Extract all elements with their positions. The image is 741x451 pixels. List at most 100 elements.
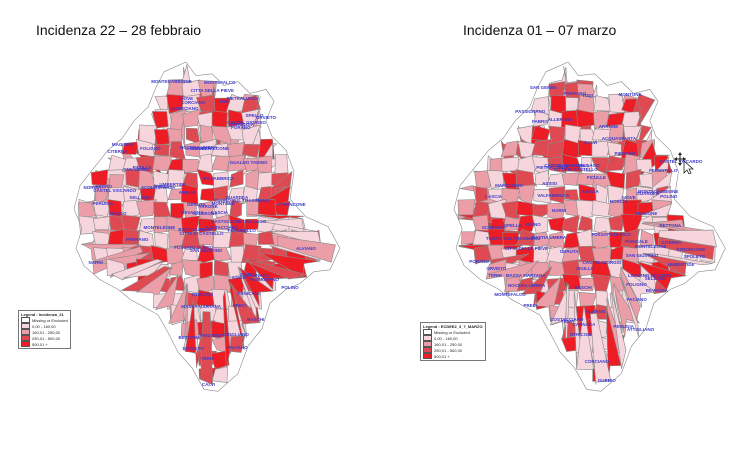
municipality-label: MONTONE: [211, 200, 235, 206]
municipality-label: CASTEL GIORGIO: [226, 120, 266, 126]
municipality-label: STRONCONE: [676, 246, 706, 252]
municipality-label: ATTIGLIANO: [221, 332, 249, 338]
municipality-label: BETTONA: [178, 334, 201, 340]
municipality-area: [238, 267, 274, 307]
municipality-label: SIGILLO: [576, 265, 595, 271]
municipality-label: FOLIGNO: [626, 282, 647, 288]
municipality-label: LISCIANO NICCONE: [185, 146, 230, 152]
municipality-label: ATTIGLIANO: [626, 326, 655, 332]
municipality-label: CITTA DI CASTELLO: [179, 230, 224, 236]
municipality-label: MAGIONE: [635, 210, 658, 216]
municipality-label: SAN GEMINI: [529, 84, 557, 90]
municipality-area: [592, 274, 611, 294]
municipality-area: [576, 304, 597, 385]
municipality-label: FERENTILLO: [649, 168, 678, 174]
municipality-area: [606, 141, 622, 157]
municipality-area: [642, 252, 713, 266]
municipality-label: CITTA DELLA PIEVE: [190, 88, 235, 94]
municipality-area: [618, 274, 639, 338]
municipality-label: SPOLETO: [683, 253, 706, 259]
municipality-label: TUORO SUL TRASIMENO: [485, 235, 541, 241]
municipality-area: [181, 79, 201, 99]
legend-row: 0,00 - 160,00: [21, 323, 68, 329]
legend-row: 160,01 - 250,00: [423, 341, 483, 347]
legend-label: 0,00 - 160,00: [434, 335, 458, 341]
municipality-area: [180, 183, 199, 205]
municipality-area: [229, 282, 261, 339]
municipality-label: MONTEFALCO: [494, 292, 526, 298]
municipality-label: OTRICOLI: [569, 331, 592, 337]
municipality-area: [516, 153, 538, 176]
municipality-area: [625, 168, 642, 190]
map-title-left: Incidenza 22 – 28 febbraio: [36, 22, 202, 38]
municipality-area: [227, 154, 246, 172]
municipality-label: SCHEGGIA: [229, 121, 254, 127]
municipality-area: [504, 276, 520, 293]
municipality-area: [181, 94, 202, 113]
municipality-label: PANICALE: [625, 238, 648, 244]
municipality-label: MONTELEONE: [143, 225, 176, 231]
municipality-area: [533, 109, 549, 127]
municipality-area: [531, 214, 549, 234]
municipality-area: [229, 335, 246, 353]
municipality-label: NORCIA: [609, 199, 628, 205]
municipality-label: TREVI: [560, 318, 575, 324]
municipality-area: [608, 214, 626, 232]
municipality-area: [516, 228, 536, 247]
municipality-area: [197, 80, 218, 98]
municipality-area: [577, 215, 593, 232]
municipality-area: [639, 229, 654, 248]
municipality-area: [152, 184, 169, 204]
region-border: [73, 61, 341, 392]
municipality-area: [276, 236, 336, 263]
municipality-area: [222, 290, 231, 370]
municipality-label: SAN GIUSTINO: [189, 247, 223, 253]
municipality-label: MASSA MARTANA: [505, 272, 546, 278]
municipality-label: FICULLE: [586, 174, 606, 180]
municipality-area: [501, 200, 521, 219]
municipality-area: [533, 189, 552, 204]
municipality-label: NOCERA UMBRA: [507, 283, 546, 289]
municipality-label: GUARDEA: [225, 194, 249, 200]
municipality-label: CITERNA: [107, 148, 128, 154]
municipality-label: OTRICOLI: [191, 292, 213, 298]
municipality-area: [500, 140, 519, 158]
map-title-right: Incidenza 01 – 07 marzo: [463, 22, 617, 38]
municipality-label: SELLANO: [129, 195, 151, 201]
municipality-label: LISCIANO NICCONE: [627, 272, 672, 278]
legend-row: 250,01 - 500,00: [423, 347, 483, 353]
municipality-label: PRECI: [232, 303, 247, 309]
municipality-area: [620, 266, 657, 308]
legend-label: 160,01 - 250,00: [32, 329, 61, 335]
legend-label: Missing or Excluded: [434, 329, 470, 335]
umbria-map-right: [453, 61, 726, 392]
municipality-area: [546, 173, 566, 187]
legend-row: Missing or Excluded: [21, 317, 68, 323]
municipality-label: MONTEGABBIONE: [637, 189, 679, 195]
legend-label: 500,01 +: [434, 353, 450, 359]
municipality-area: [153, 129, 170, 146]
municipality-label: SAN GIUSTINO: [625, 252, 659, 258]
municipality-area: [136, 199, 157, 218]
legend-swatch: [21, 323, 30, 329]
municipality-area: [547, 155, 567, 174]
municipality-label: FICULLE: [132, 164, 152, 170]
municipality-label: SPOLETO: [182, 345, 204, 351]
municipality-area: [213, 214, 230, 231]
municipality-area: [181, 259, 203, 278]
municipality-area: [211, 155, 231, 172]
municipality-area: [274, 200, 291, 216]
municipality-label: CASTIGLIONE DEL LAGO: [211, 219, 267, 225]
municipality-area: [243, 232, 260, 246]
municipality-label: ALVIANO: [296, 246, 316, 252]
legend-row: 250,01 - 500,00: [21, 335, 68, 341]
municipality-area: [120, 266, 174, 292]
legend-row: Missing or Excluded: [423, 329, 483, 335]
municipality-area: [229, 283, 245, 350]
municipality-area: [611, 291, 627, 369]
municipality-label: NORCIA: [83, 184, 102, 190]
municipality-label: CASTEL GIORGIO: [582, 259, 622, 265]
municipality-label: ORVIETO: [255, 114, 276, 120]
municipality-area: [211, 366, 228, 383]
municipality-area: [475, 186, 488, 203]
